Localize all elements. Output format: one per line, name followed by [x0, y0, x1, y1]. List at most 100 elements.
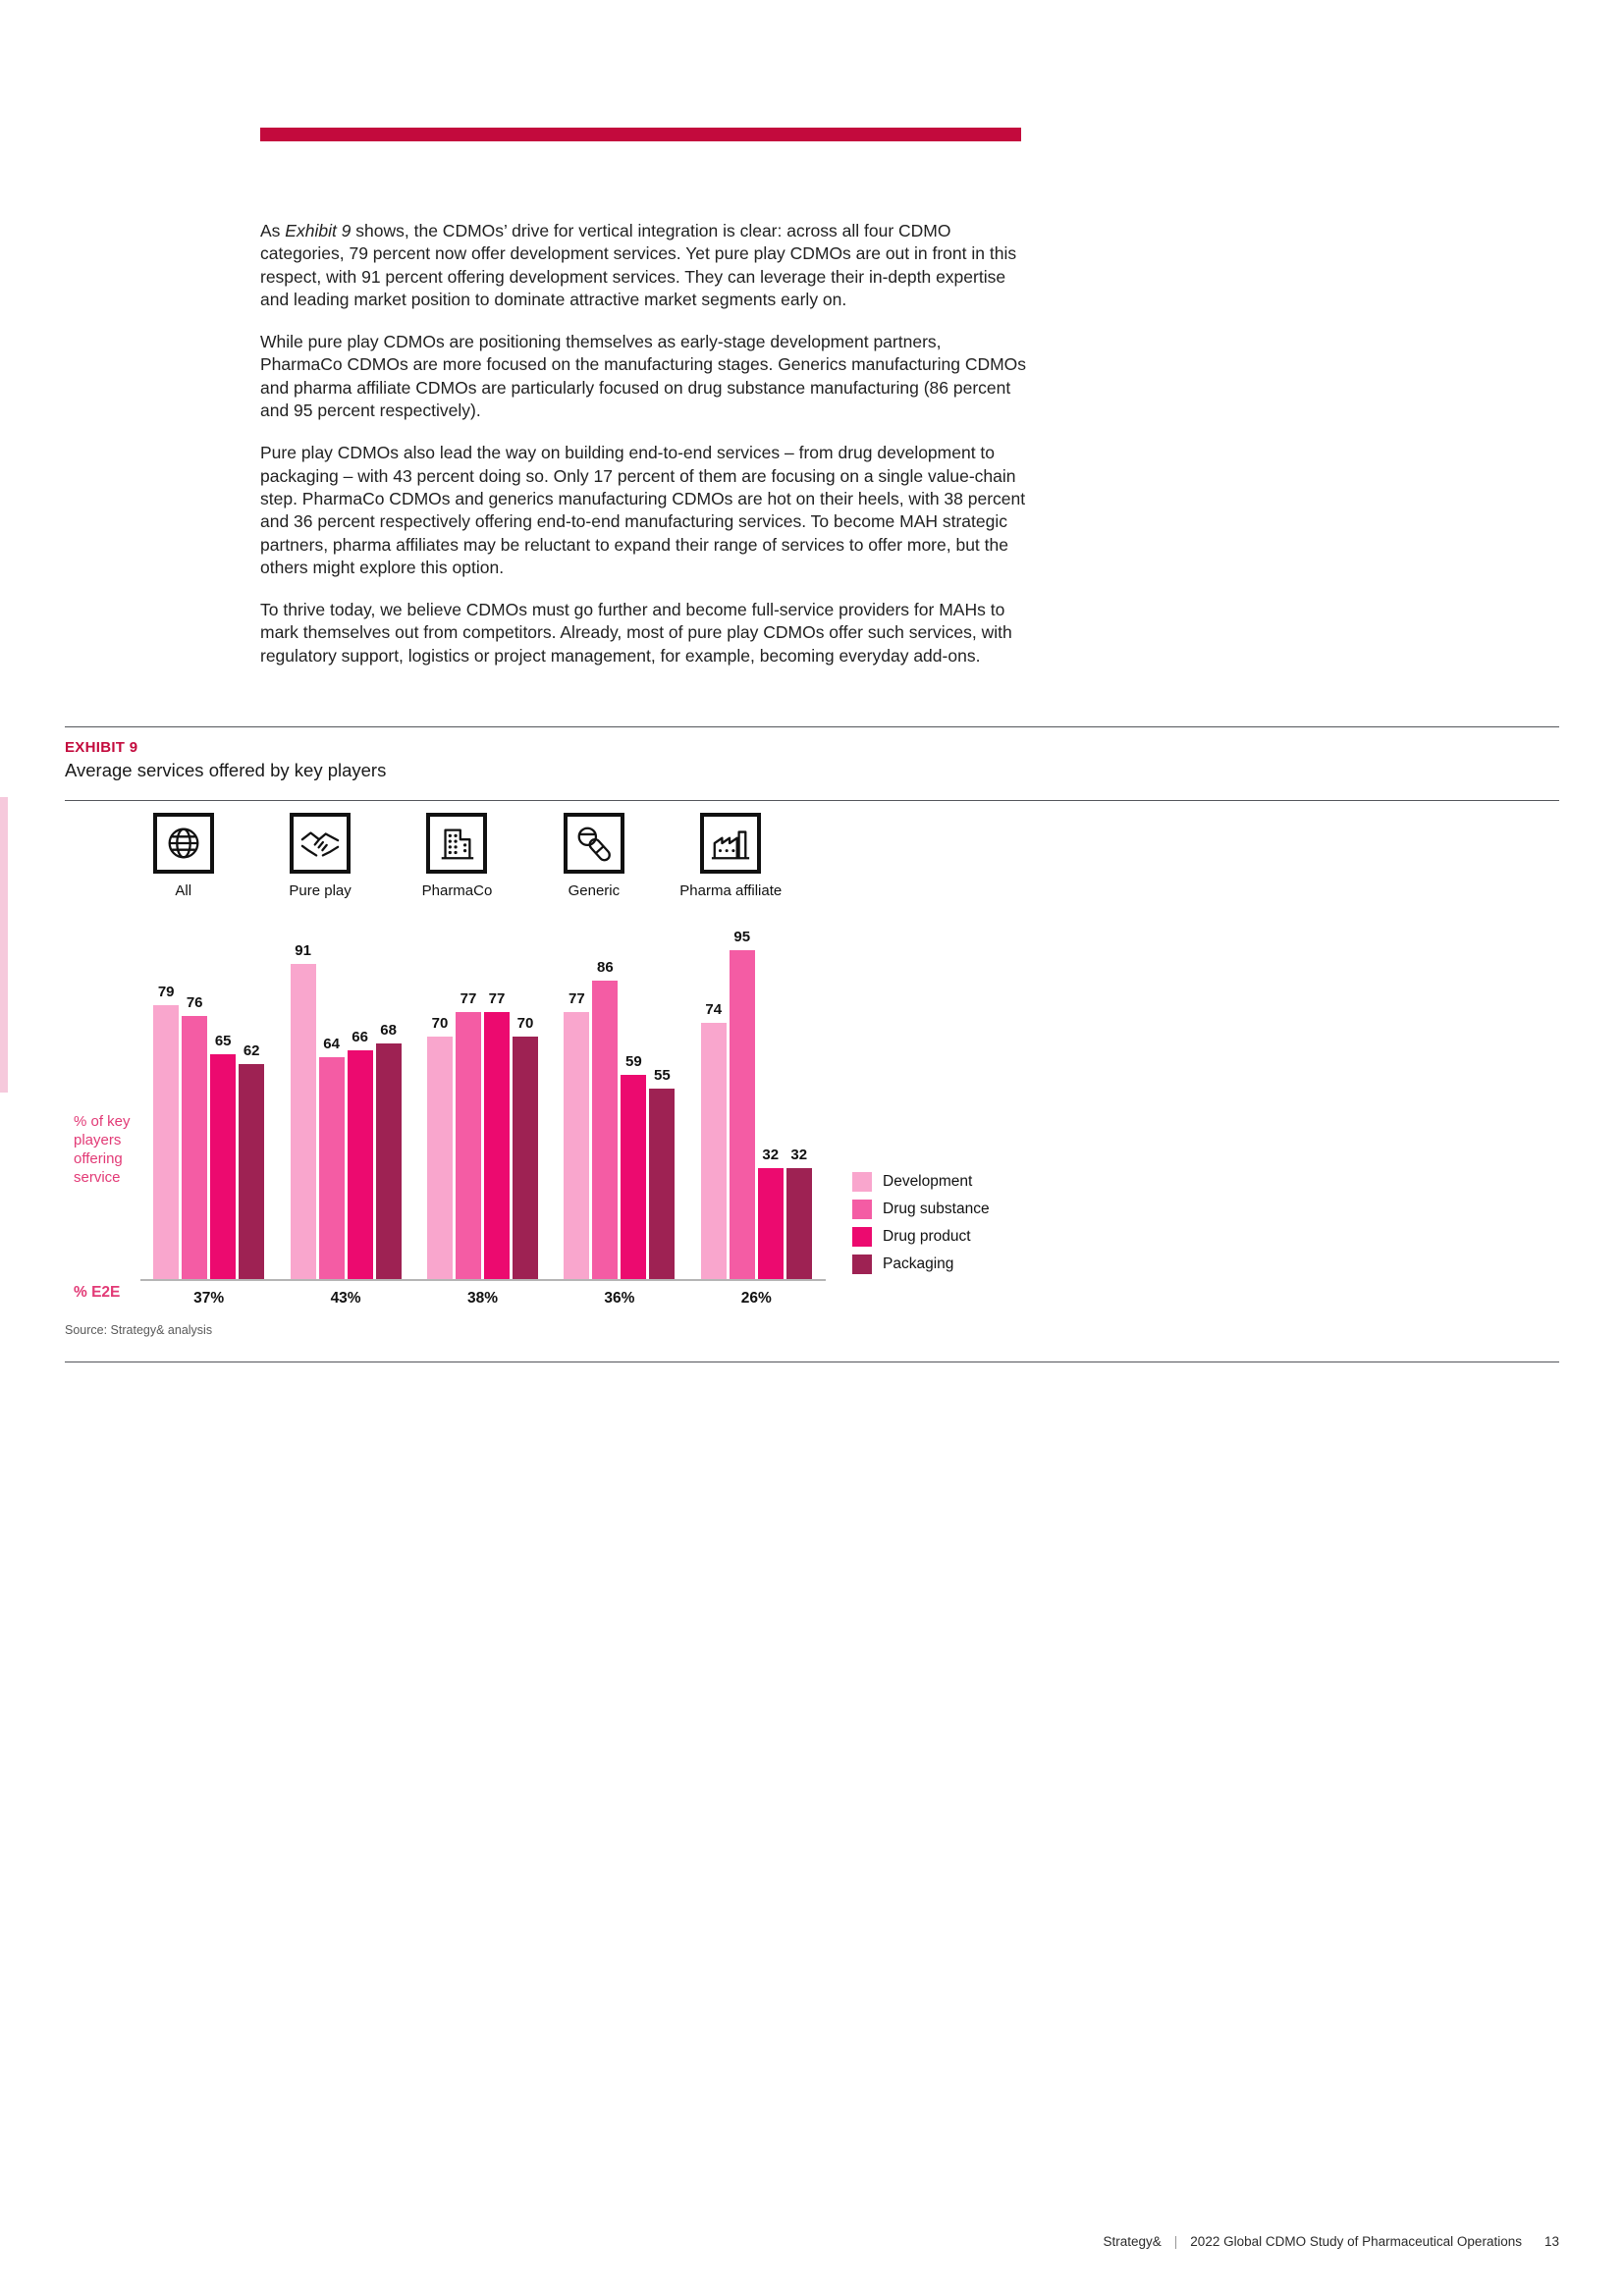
drug-substance-bar: [182, 1015, 208, 1279]
e2e-row: 37% 43% 38% 36% 26%: [140, 1290, 826, 1308]
category-label: Pharma affiliate: [679, 882, 783, 899]
e2e-value: 37%: [193, 1290, 225, 1307]
development-bar: [290, 963, 316, 1279]
drug-product-bar: [210, 1053, 237, 1279]
footer-report-title: 2022 Global CDMO Study of Pharmaceutical…: [1190, 2234, 1522, 2249]
bar-wrapper: 74: [700, 1000, 727, 1279]
drug-product-bar: [483, 1012, 510, 1279]
bar-wrapper: 62: [239, 1042, 265, 1279]
source-note: Source: Strategy& analysis: [65, 1323, 213, 1337]
left-accent-strip: [0, 797, 8, 1093]
chart-group-generic: Generic 77 86 59 55: [551, 813, 687, 1279]
bar-value-label: 76: [186, 993, 203, 1011]
accent-bar: [260, 128, 1021, 141]
chart-group-pharmaco: PharmaCo 70 77 77 70: [414, 813, 551, 1279]
bar-wrapper: 64: [318, 1036, 345, 1279]
packaging-bar: [375, 1042, 402, 1279]
bar-value-label: 32: [790, 1147, 808, 1164]
e2e-value: 36%: [604, 1290, 635, 1307]
building-icon: [426, 813, 488, 874]
y-axis-label: % of key players offering service: [74, 1113, 131, 1186]
drug-substance-bar: [318, 1057, 345, 1279]
bar-value-label: 86: [597, 959, 614, 977]
drug-product-bar: [621, 1074, 647, 1279]
legend-label: Packaging: [883, 1255, 954, 1272]
bar-value-label: 91: [295, 941, 311, 959]
paragraph-1-rest: shows, the CDMOs’ drive for vertical int…: [260, 221, 1017, 309]
paragraph-1-pre: As: [260, 221, 286, 240]
bar-value-label: 79: [157, 984, 175, 1001]
page-number: 13: [1543, 2234, 1559, 2249]
bar-wrapper: 32: [757, 1147, 784, 1279]
bar-wrapper: 77: [564, 990, 590, 1279]
bar-group: 74 95 32 32: [700, 929, 812, 1279]
paragraph-2: While pure play CDMOs are positioning th…: [260, 332, 1027, 421]
legend-item-development: Development: [852, 1172, 990, 1192]
bar-value-label: 70: [516, 1014, 534, 1032]
development-bar: [564, 1012, 590, 1279]
bar-group: 77 86 59 55: [564, 933, 676, 1279]
legend-swatch: [852, 1227, 872, 1247]
bar-value-label: 32: [762, 1147, 780, 1164]
bar-wrapper: 66: [347, 1029, 373, 1279]
bar-value-label: 55: [654, 1066, 671, 1084]
divider-top: [65, 726, 1559, 727]
bar-value-label: 77: [460, 990, 477, 1008]
bar-wrapper: 77: [455, 990, 481, 1279]
page-footer: Strategy& | 2022 Global CDMO Study of Ph…: [65, 2234, 1560, 2249]
bar-value-label: 59: [625, 1052, 642, 1070]
bar-wrapper: 55: [649, 1066, 676, 1279]
globe-icon: [152, 813, 214, 874]
bar-wrapper: 77: [483, 990, 510, 1279]
packaging-bar: [649, 1088, 676, 1279]
e2e-row-label: % E2E: [74, 1284, 121, 1301]
bar-wrapper: 76: [182, 993, 208, 1279]
category-label: PharmaCo: [421, 882, 493, 899]
legend-swatch: [852, 1200, 872, 1219]
legend-item-packaging: Packaging: [852, 1255, 990, 1274]
drug-substance-bar: [455, 1012, 481, 1279]
e2e-value: 38%: [466, 1290, 498, 1307]
bar-wrapper: 79: [153, 984, 180, 1279]
chart-group-pure-play: Pure play 91 64 66 68: [277, 813, 413, 1279]
bar-wrapper: 32: [785, 1147, 812, 1279]
bar-wrapper: 86: [592, 959, 619, 1279]
bar-wrapper: 68: [375, 1021, 402, 1279]
bar-chart: All 79 76 65 62 Pure play 91 64 66 68 PharmaCo 70 77…: [140, 813, 826, 1308]
legend-item-drug-substance: Drug substance: [852, 1200, 990, 1219]
bar-value-label: 77: [568, 990, 585, 1008]
bar-wrapper: 91: [290, 941, 316, 1279]
bar-value-label: 95: [733, 928, 751, 945]
development-bar: [426, 1036, 453, 1279]
exhibit-title: Average services offered by key players: [65, 760, 387, 780]
paragraph-4: To thrive today, we believe CDMOs must g…: [260, 600, 1012, 666]
bar-wrapper: 70: [512, 1014, 538, 1279]
bar-wrapper: 70: [426, 1015, 453, 1279]
category-label: All: [175, 882, 192, 899]
bar-wrapper: 65: [210, 1033, 237, 1279]
drug-product-bar: [757, 1168, 784, 1279]
bar-wrapper: 59: [621, 1052, 647, 1279]
legend-swatch: [852, 1255, 872, 1274]
bar-value-label: 64: [323, 1036, 340, 1053]
chart-legend: Development Drug substance Drug product Pac…: [852, 1172, 990, 1282]
bar-value-label: 68: [380, 1021, 397, 1039]
chart-groups: All 79 76 65 62 Pure play 91 64 66 68 PharmaCo 70 77…: [140, 813, 826, 1281]
drug-substance-bar: [729, 949, 755, 1279]
legend-label: Drug substance: [883, 1201, 990, 1217]
bar-value-label: 66: [352, 1029, 368, 1046]
category-label: Generic: [568, 882, 621, 899]
packaging-bar: [785, 1168, 812, 1279]
legend-swatch: [852, 1172, 872, 1192]
chart-group-all: All 79 76 65 62: [140, 813, 277, 1279]
packaging-bar: [239, 1064, 265, 1279]
bar-value-label: 74: [705, 1000, 723, 1018]
pills-icon: [563, 813, 624, 874]
bar-group: 79 76 65 62: [153, 933, 265, 1279]
paragraph-1: As Exhibit 9 shows, the CDMOs’ drive for…: [260, 220, 1028, 311]
drug-product-bar: [347, 1050, 373, 1279]
bar-group: 91 64 66 68: [290, 933, 402, 1279]
footer-brand: Strategy&: [1103, 2234, 1162, 2249]
development-bar: [700, 1022, 727, 1279]
